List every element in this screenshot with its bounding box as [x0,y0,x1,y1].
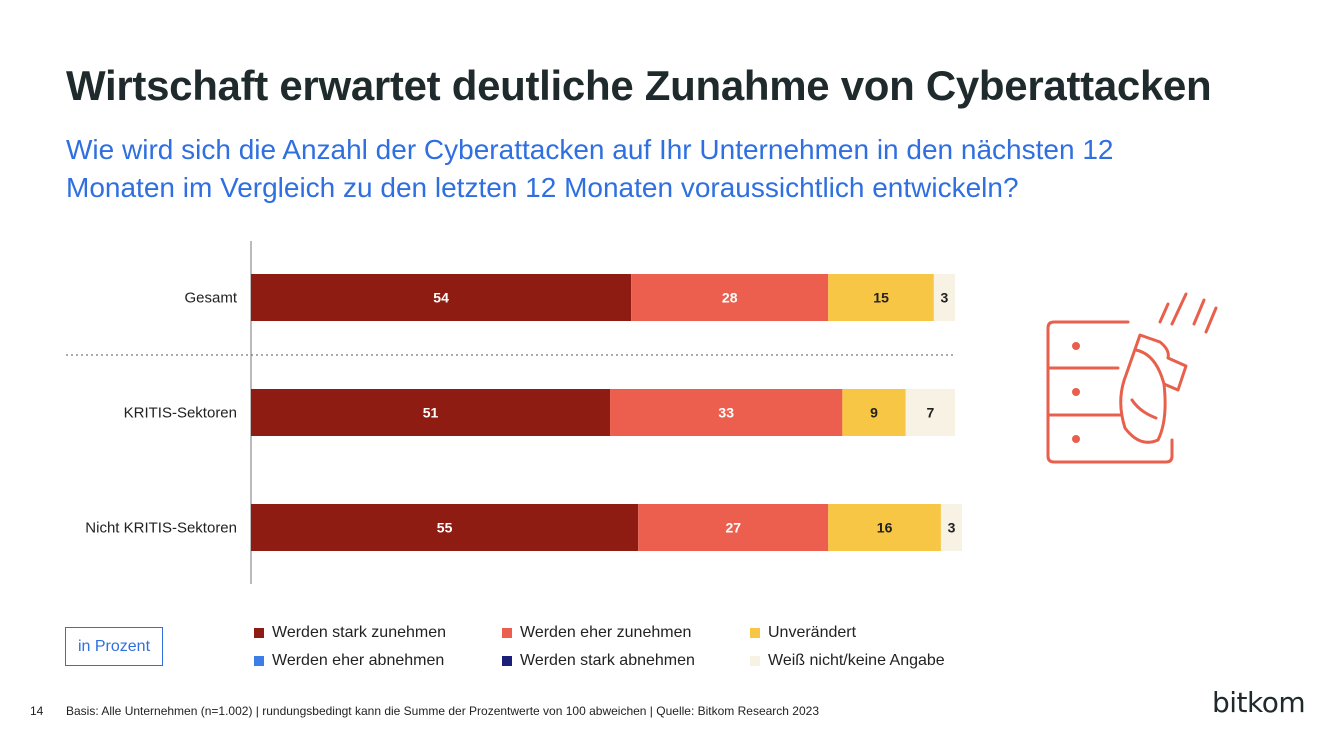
bar-value-label: 28 [722,290,738,306]
legend-item: Werden stark zunehmen [254,622,502,644]
legend-label: Werden stark zunehmen [272,624,447,641]
page-title: Wirtschaft erwartet deutliche Zunahme vo… [66,62,1212,109]
stacked-bar-chart: Gesamt 54 28 15 3 KRITIS-Sektoren 51 33 9 7 Nicht … [66,241,963,584]
legend-swatch [750,656,760,666]
bar-value-label: 27 [725,520,741,536]
bar-value-label: 3 [948,520,956,536]
category-label: Nicht KRITIS-Sektoren [85,520,237,537]
legend-label: Werden eher abnehmen [272,652,445,669]
bar-value-label: 7 [926,405,934,421]
legend-label: Unverändert [768,624,857,641]
bar-segment [610,389,843,436]
bar-segment [940,504,963,551]
bar-segment [905,389,955,436]
page-number: 14 [30,704,44,718]
bar-segment [631,274,829,321]
category-label: KRITIS-Sektoren [124,405,237,422]
bitkom-logo: bitkom [1212,686,1306,719]
page-subtitle: Wie wird sich die Anzahl der Cyberattack… [66,134,1114,203]
bar-segment [828,274,934,321]
chart-legend: Werden stark zunehmen Werden eher zunehme… [254,622,970,672]
category-label: Gesamt [184,290,237,307]
legend-swatch [254,656,264,666]
legend-swatch [502,656,512,666]
legend-item: Werden stark abnehmen [502,650,750,672]
legend-item: Werden eher abnehmen [254,650,502,672]
server-attack-icon [1046,292,1218,464]
legend-item: Unverändert [750,622,970,644]
legend-label: Werden stark abnehmen [520,652,695,669]
bar-value-label: 15 [873,290,889,306]
bar-segment [842,389,906,436]
bar-segment [251,389,611,436]
bar-value-label: 33 [718,405,734,421]
bar-value-label: 3 [941,290,949,306]
legend-label: Werden eher zunehmen [520,624,692,641]
bar-segment [251,504,639,551]
bar-value-label: 9 [870,405,878,421]
legend-item: Weiß nicht/keine Angabe [750,650,970,672]
bar-segment [933,274,955,321]
legend-label: Weiß nicht/keine Angabe [768,652,945,669]
legend-swatch [502,628,512,638]
bar-segment [828,504,941,551]
bar-value-label: 16 [877,520,893,536]
legend-item: Werden eher zunehmen [502,622,750,644]
bar-segment [638,504,829,551]
footer-note: Basis: Alle Unternehmen (n=1.002) | rund… [66,704,820,718]
bar-value-label: 51 [423,405,439,421]
unit-badge: in Prozent [65,627,163,666]
bar-value-label: 55 [437,520,453,536]
legend-swatch [750,628,760,638]
legend-swatch [254,628,264,638]
bar-segment [251,274,632,321]
bar-value-label: 54 [433,290,449,306]
